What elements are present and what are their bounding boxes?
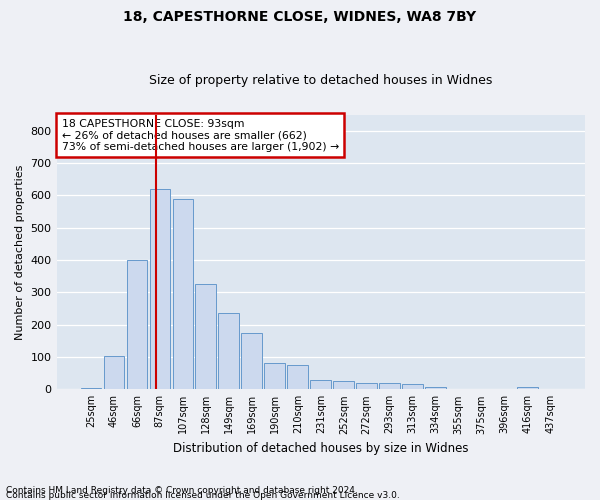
Bar: [218, 314, 239, 390]
X-axis label: Distribution of detached houses by size in Widnes: Distribution of detached houses by size …: [173, 442, 469, 455]
Y-axis label: Number of detached properties: Number of detached properties: [15, 164, 25, 340]
Bar: [494, 388, 515, 390]
Bar: [448, 388, 469, 390]
Bar: [403, 384, 423, 390]
Bar: [425, 387, 446, 390]
Bar: [265, 364, 285, 390]
Bar: [472, 388, 492, 390]
Text: Contains HM Land Registry data © Crown copyright and database right 2024.: Contains HM Land Registry data © Crown c…: [6, 486, 358, 495]
Bar: [310, 380, 331, 390]
Bar: [356, 383, 377, 390]
Bar: [127, 260, 147, 390]
Bar: [517, 386, 538, 390]
Bar: [334, 381, 354, 390]
Text: 18 CAPESTHORNE CLOSE: 93sqm
← 26% of detached houses are smaller (662)
73% of se: 18 CAPESTHORNE CLOSE: 93sqm ← 26% of det…: [62, 118, 339, 152]
Text: Contains public sector information licensed under the Open Government Licence v3: Contains public sector information licen…: [6, 491, 400, 500]
Bar: [287, 365, 308, 390]
Bar: [540, 388, 561, 390]
Bar: [173, 198, 193, 390]
Bar: [379, 383, 400, 390]
Bar: [104, 356, 124, 390]
Bar: [80, 388, 101, 390]
Bar: [196, 284, 216, 390]
Text: 18, CAPESTHORNE CLOSE, WIDNES, WA8 7BY: 18, CAPESTHORNE CLOSE, WIDNES, WA8 7BY: [124, 10, 476, 24]
Bar: [149, 189, 170, 390]
Title: Size of property relative to detached houses in Widnes: Size of property relative to detached ho…: [149, 74, 493, 87]
Bar: [241, 332, 262, 390]
